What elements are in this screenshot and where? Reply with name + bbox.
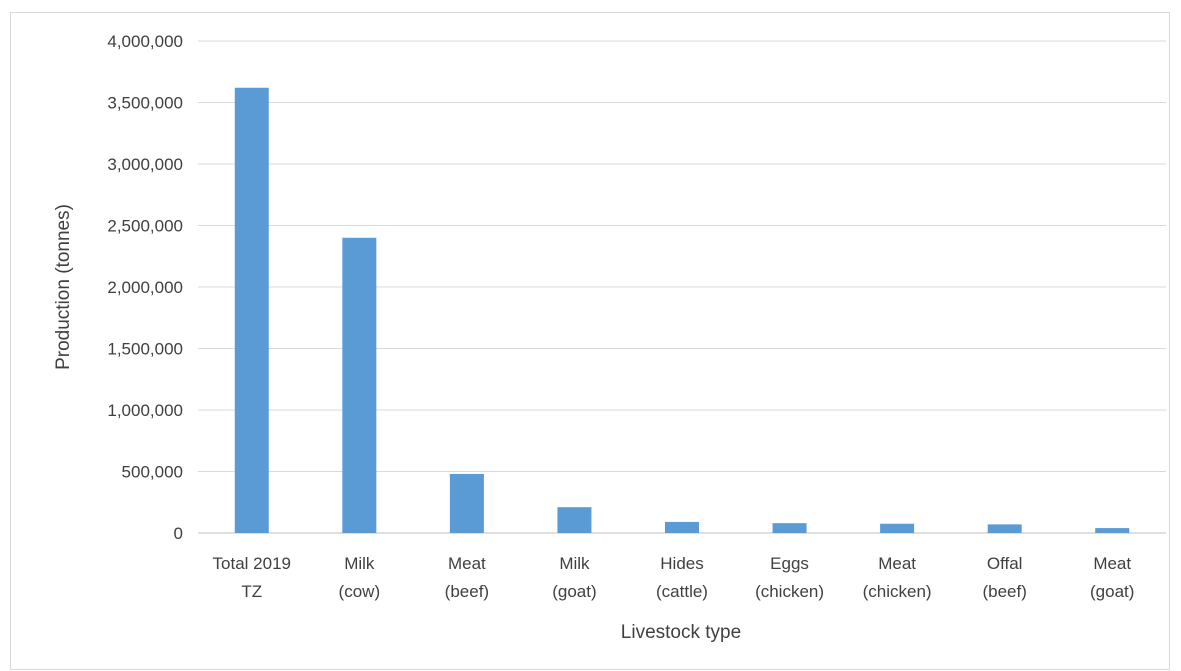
y-tick-label: 2,000,000 — [107, 278, 183, 297]
bar — [342, 237, 377, 534]
y-axis-title: Production (tonnes) — [53, 204, 74, 370]
y-tick-label: 1,000,000 — [107, 401, 183, 420]
x-tick-label-line: Total 2019 — [213, 554, 291, 573]
x-tick-label: Meat (goat) — [1090, 554, 1134, 601]
x-tick-label-line: (goat) — [552, 582, 596, 601]
x-tick-label-line: Meat — [448, 554, 486, 573]
x-axis-title: Livestock type — [621, 622, 741, 643]
x-tick-label-line: Milk — [559, 554, 590, 573]
x-tick-label: Milk (goat) — [552, 554, 596, 601]
bar — [987, 524, 1022, 533]
bar — [449, 473, 484, 533]
x-tick-label: Milk (cow) — [339, 554, 381, 601]
y-tick-label: 1,500,000 — [107, 340, 183, 359]
x-tick-label-line: Meat — [1093, 554, 1131, 573]
bar — [1095, 528, 1130, 533]
bar — [234, 87, 269, 534]
bar — [557, 507, 592, 533]
y-tick-label: 0 — [174, 524, 183, 543]
x-tick-label-line: (chicken) — [863, 582, 932, 601]
y-tick-labels: 0 500,000 1,000,000 1,500,000 2,000,000 2,500… — [107, 32, 183, 543]
y-tick-label: 4,000,000 — [107, 32, 183, 51]
x-tick-label: Total 2019 TZ — [213, 554, 291, 601]
chart-frame — [10, 12, 1170, 670]
x-tick-label-line: (goat) — [1090, 582, 1134, 601]
x-tick-label-line: Hides — [660, 554, 703, 573]
x-tick-label-line: (cattle) — [656, 582, 708, 601]
x-tick-label-line: (chicken) — [755, 582, 824, 601]
bars — [234, 87, 1130, 534]
x-tick-label-line: Milk — [344, 554, 375, 573]
x-tick-label-line: (beef) — [982, 582, 1026, 601]
bar — [665, 521, 699, 533]
y-tick-label: 3,500,000 — [107, 94, 183, 113]
x-tick-label: Eggs (chicken) — [755, 554, 824, 601]
x-tick-label: Meat (beef) — [445, 554, 489, 601]
bar — [880, 523, 915, 533]
x-tick-label-line: (cow) — [339, 582, 381, 601]
x-tick-label: Meat (chicken) — [863, 554, 932, 601]
x-tick-label-line: TZ — [241, 582, 262, 601]
x-tick-labels: Total 2019 TZ Milk (cow) Meat (beef) Milk (goat… — [213, 554, 1135, 601]
x-tick-label: Hides (cattle) — [656, 554, 708, 601]
x-tick-label: Offal (beef) — [982, 554, 1026, 601]
y-tick-label: 3,000,000 — [107, 155, 183, 174]
y-tick-label: 500,000 — [122, 463, 183, 482]
x-tick-label-line: Eggs — [770, 554, 809, 573]
x-tick-label-line: Meat — [878, 554, 916, 573]
x-tick-label-line: (beef) — [445, 582, 489, 601]
y-tick-label: 2,500,000 — [107, 217, 183, 236]
bar — [772, 523, 807, 533]
x-tick-label-line: Offal — [987, 554, 1023, 573]
